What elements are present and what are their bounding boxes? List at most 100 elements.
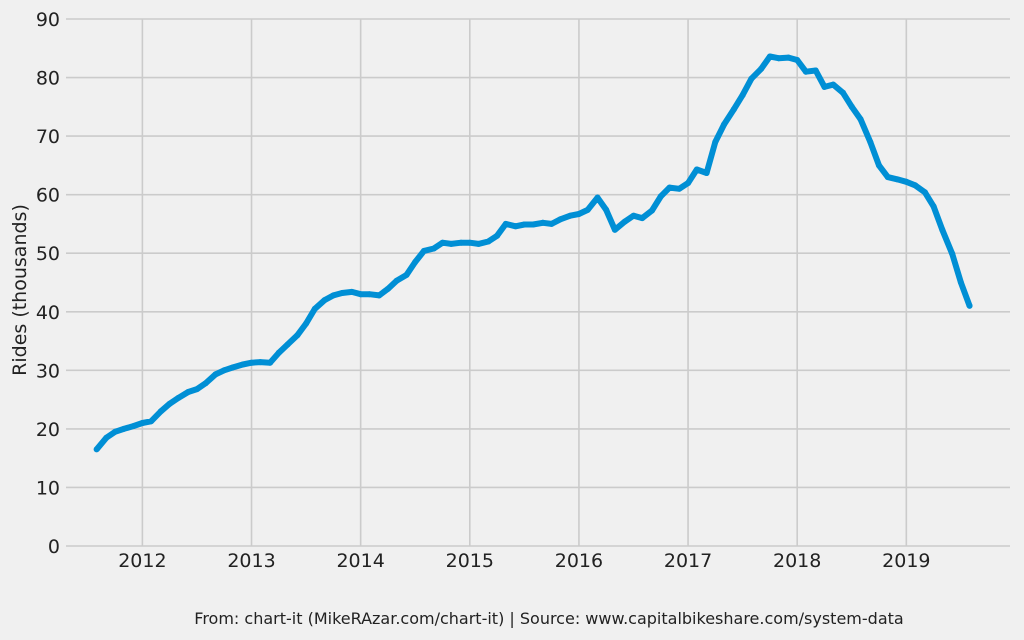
grid-lines (66, 18, 1010, 547)
data-point (912, 182, 919, 189)
y-tick-label: 50 (36, 243, 60, 265)
series-points (93, 53, 973, 453)
data-point (666, 184, 673, 191)
y-tick-label: 40 (36, 302, 60, 324)
y-axis-ticks: 0 10 20 30 40 50 60 70 80 90 (36, 9, 60, 558)
y-axis-label: Rides (thousands) (9, 204, 31, 376)
data-point (712, 139, 719, 145)
data-point (103, 434, 110, 441)
data-point (448, 240, 455, 247)
data-point (530, 221, 537, 228)
y-tick-label: 30 (36, 360, 60, 382)
x-axis-ticks: 2012 2013 2014 2015 2016 2017 2018 2019 (118, 550, 930, 572)
data-point (539, 219, 546, 226)
data-point (857, 116, 864, 123)
data-point (403, 271, 410, 278)
data-point (693, 166, 700, 173)
data-point (303, 320, 310, 327)
data-point (512, 223, 519, 230)
data-point (802, 68, 809, 75)
data-point (812, 67, 819, 74)
data-point (521, 221, 528, 228)
data-point (194, 386, 200, 393)
data-point (840, 89, 846, 96)
data-point (649, 207, 655, 214)
data-point (939, 226, 946, 233)
data-point (166, 400, 173, 407)
data-point (821, 83, 828, 90)
y-tick-label: 80 (36, 68, 60, 90)
data-point (294, 332, 301, 339)
footer-source-note: From: chart-it (MikeRAzar.com/chart-it) … (194, 609, 903, 628)
data-point (748, 75, 755, 82)
y-tick-label: 0 (48, 536, 60, 558)
data-point (157, 408, 164, 415)
data-point (139, 420, 146, 426)
data-point (230, 364, 236, 371)
data-point (966, 302, 973, 309)
x-tick-label: 2017 (664, 550, 712, 572)
data-point (775, 55, 782, 62)
x-tick-label: 2018 (773, 550, 821, 572)
data-point (884, 174, 891, 181)
y-tick-label: 10 (36, 477, 60, 499)
data-point (130, 423, 137, 429)
data-point (785, 54, 792, 61)
x-tick-label: 2012 (118, 550, 166, 572)
y-tick-label: 60 (36, 185, 60, 207)
data-point (567, 212, 574, 219)
data-point (311, 305, 318, 312)
data-point (393, 277, 400, 284)
data-point (584, 206, 591, 213)
x-tick-label: 2015 (446, 550, 494, 572)
y-tick-label: 90 (36, 9, 60, 31)
data-point (267, 359, 274, 366)
data-point (867, 139, 874, 145)
data-point (430, 245, 437, 252)
data-point (557, 216, 564, 223)
data-point (112, 428, 119, 435)
data-point (739, 92, 746, 99)
data-point (594, 194, 601, 201)
data-point (876, 162, 882, 169)
data-point (366, 291, 373, 298)
x-tick-label: 2016 (555, 550, 603, 572)
data-point (339, 290, 346, 296)
data-point (257, 359, 264, 366)
y-tick-label: 20 (36, 419, 60, 441)
data-point (485, 238, 492, 245)
data-point (221, 367, 228, 374)
data-point (348, 288, 355, 295)
data-point (439, 239, 446, 246)
data-point (957, 279, 964, 286)
data-point (903, 178, 910, 185)
data-point (466, 239, 473, 246)
data-point (93, 446, 100, 453)
x-tick-label: 2014 (336, 550, 384, 572)
data-point (321, 297, 328, 304)
data-point (721, 121, 728, 128)
data-point (621, 218, 628, 225)
data-point (611, 226, 618, 233)
data-point (685, 180, 692, 186)
x-tick-label: 2013 (227, 550, 275, 572)
data-point (248, 359, 255, 366)
data-point (766, 53, 773, 60)
data-point (730, 106, 737, 113)
data-point (148, 418, 155, 425)
x-tick-label: 2019 (882, 550, 930, 572)
data-point (703, 170, 710, 176)
data-point (421, 247, 427, 254)
data-point (930, 203, 937, 210)
data-point (212, 371, 219, 378)
data-point (120, 425, 127, 432)
data-point (630, 212, 637, 219)
data-point (384, 285, 391, 292)
data-point (949, 250, 956, 257)
data-point (475, 240, 482, 247)
data-point (603, 206, 610, 213)
data-point (830, 81, 837, 88)
data-point (639, 215, 646, 222)
data-point (548, 220, 555, 227)
